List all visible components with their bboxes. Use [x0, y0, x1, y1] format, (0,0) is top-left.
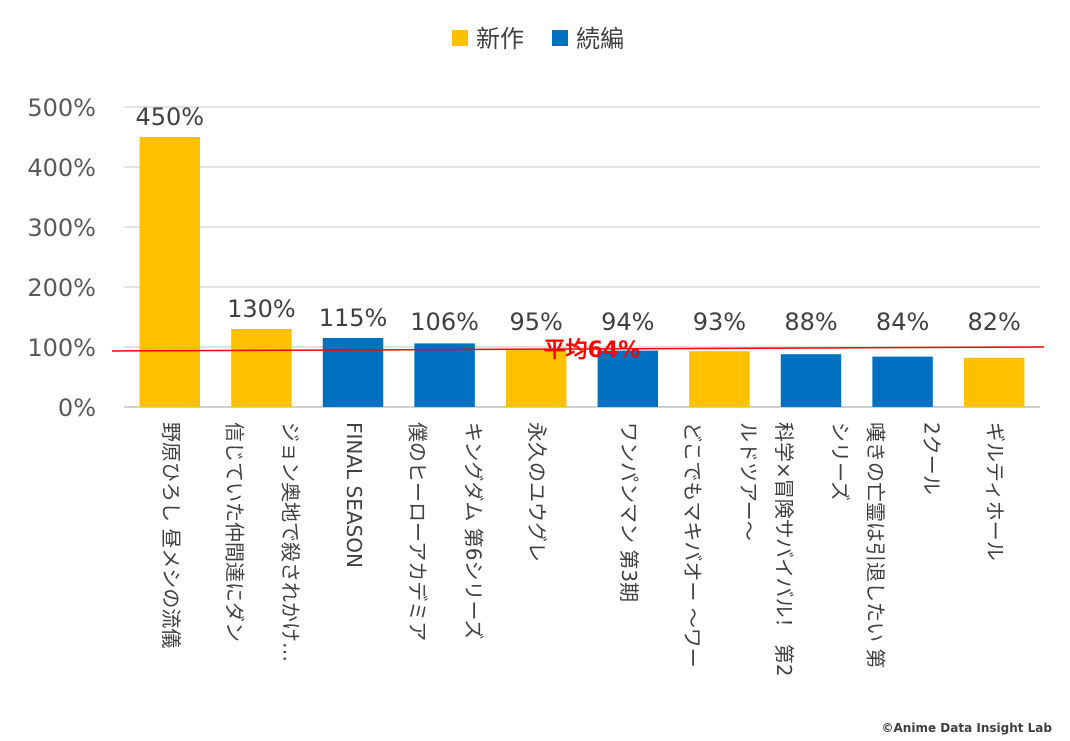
- y-tick-label: 300%: [27, 214, 96, 242]
- category-label: FINAL SEASON: [342, 422, 366, 568]
- bar: [505, 350, 567, 407]
- bar: [231, 329, 292, 407]
- bar: [597, 350, 659, 407]
- average-line: [111, 346, 1045, 352]
- category-label: 野原ひろし 昼メシの流儀: [159, 422, 183, 648]
- bar: [139, 137, 201, 407]
- category-labels: 野原ひろし 昼メシの流儀 ジョン奥地で殺されかけ… 信じていた仲間達にダン FINAL…: [159, 422, 1007, 677]
- category-label: ギルティホール: [983, 422, 1007, 561]
- average-label: 平均64%: [544, 337, 641, 363]
- data-label: 88%: [784, 308, 837, 336]
- category-label: どこでもマキバオー 〜ワー: [680, 422, 704, 668]
- category-label: 信じていた仲間達にダン: [222, 422, 246, 642]
- data-label: 93%: [693, 308, 746, 336]
- credit-text: ©Anime Data Insight Lab: [881, 721, 1052, 735]
- y-tick-label: 100%: [27, 334, 96, 362]
- average-line-group: 平均64%: [111, 337, 1045, 363]
- legend: 新作 続編: [452, 25, 624, 53]
- bar: [872, 356, 933, 407]
- y-axis: 0% 100% 200% 300% 400% 500%: [27, 94, 96, 422]
- bar: [689, 351, 750, 407]
- category-label: ジョン奥地で殺されかけ…: [278, 422, 302, 662]
- y-tick-label: 500%: [27, 94, 96, 122]
- data-label: 94%: [601, 308, 654, 336]
- data-label: 84%: [876, 308, 929, 336]
- category-label: ワンパンマン 第3期: [617, 422, 641, 602]
- y-tick-label: 200%: [27, 274, 96, 302]
- category-label: 永久のユウグレ: [525, 422, 549, 562]
- legend-label-sequel: 続編: [576, 25, 624, 53]
- data-label: 95%: [510, 308, 563, 336]
- category-label: ルドツアー〜: [736, 422, 760, 541]
- data-label: 106%: [410, 308, 479, 336]
- category-label: キングダム 第6シリーズ: [462, 422, 486, 639]
- bar: [780, 354, 842, 407]
- bar: [322, 338, 384, 407]
- category-label: 科学×冒険サバイバル！ 第2: [772, 422, 796, 677]
- legend-swatch-sequel: [552, 30, 568, 46]
- category-label: 僕のヒーローアカデミア: [406, 422, 430, 641]
- bar: [414, 343, 475, 407]
- category-label: シリーズ: [828, 422, 852, 501]
- bar: [963, 357, 1025, 407]
- category-label: 嘆きの亡霊は引退したい 第: [864, 422, 888, 668]
- legend-label-new: 新作: [476, 25, 524, 53]
- data-label: 82%: [968, 308, 1021, 336]
- data-label: 115%: [319, 304, 388, 332]
- legend-swatch-new: [452, 30, 468, 46]
- y-tick-label: 400%: [27, 154, 96, 182]
- data-label: 130%: [227, 295, 296, 323]
- category-label: 2クール: [920, 422, 944, 495]
- bars: [139, 137, 1025, 407]
- data-labels: 450% 130% 115% 106% 95% 94% 93% 88% 84% 82%: [135, 103, 1020, 336]
- data-label: 450%: [135, 103, 204, 131]
- y-tick-label: 0%: [58, 394, 96, 422]
